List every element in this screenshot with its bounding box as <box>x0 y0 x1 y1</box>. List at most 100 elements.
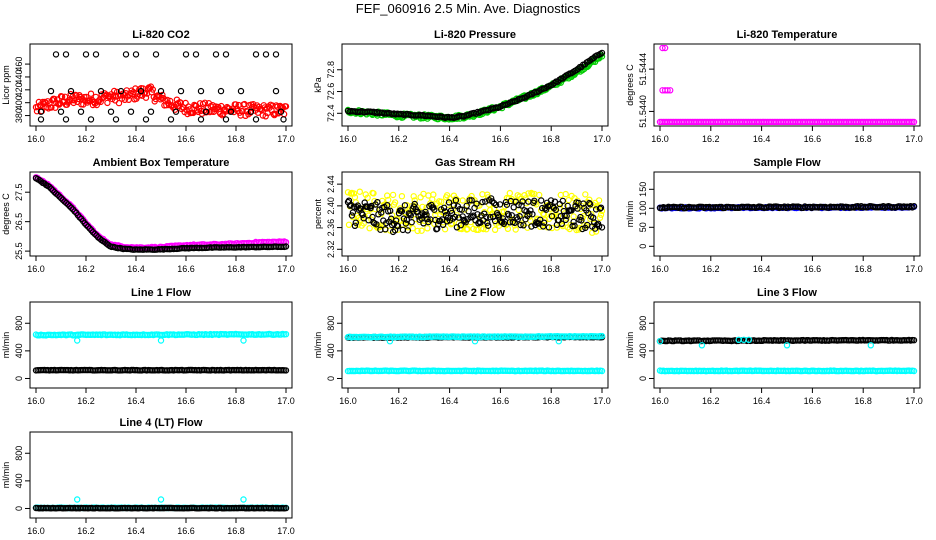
x-tick-label-line4: 16.4 <box>127 526 145 536</box>
x-tick-label-ambient: 16.6 <box>177 264 195 274</box>
data-point <box>222 116 230 123</box>
x-tick-label-line3: 16.6 <box>804 396 822 406</box>
points-line2 <box>344 332 606 375</box>
y-tick-label-pressure: 72.4 <box>326 105 336 123</box>
data-point <box>491 217 499 225</box>
data-point <box>115 99 123 107</box>
data-point <box>362 191 369 198</box>
data-point <box>137 87 145 95</box>
data-point <box>515 201 522 209</box>
data-point <box>417 212 424 219</box>
data-point <box>656 338 664 345</box>
y-tick-label-line4: 400 <box>14 473 24 488</box>
data-point <box>578 217 585 224</box>
x-tick-label-ambient: 17.0 <box>277 264 295 274</box>
x-tick-label-line1: 16.6 <box>177 396 195 406</box>
data-point <box>577 213 584 221</box>
chart-title-temperature: Li-820 Temperature <box>737 29 838 41</box>
data-point <box>473 200 480 207</box>
data-point <box>56 193 63 200</box>
data-point <box>167 116 175 123</box>
x-tick-label-line2: 16.0 <box>339 396 357 406</box>
data-point <box>142 116 150 123</box>
series-line2-cyan-main <box>344 332 606 341</box>
data-point <box>455 214 462 221</box>
y-tick-label-temperature: 51.5440 <box>638 95 648 128</box>
series-rh-black <box>344 195 606 236</box>
chart-title-co2: Li-820 CO2 <box>132 29 189 41</box>
data-point <box>192 51 200 58</box>
data-point <box>459 197 466 204</box>
x-tick-label-pressure: 16.0 <box>339 134 357 144</box>
series-temp-magenta-high <box>659 45 669 52</box>
data-point <box>370 190 377 197</box>
plot-frame-line2 <box>341 301 609 389</box>
data-point <box>91 230 98 237</box>
data-point <box>66 202 73 210</box>
data-point <box>439 221 447 228</box>
data-point <box>910 202 918 210</box>
y-tick-label-co2: 460 <box>14 57 24 72</box>
data-point <box>451 213 459 221</box>
data-point <box>81 219 88 227</box>
data-point <box>464 225 471 233</box>
data-point <box>87 116 95 123</box>
data-point <box>479 198 486 206</box>
data-point <box>540 219 548 226</box>
data-point <box>598 367 606 375</box>
y-tick-label-pressure: 72.8 <box>326 61 336 79</box>
x-tick-label-sample: 16.2 <box>702 264 720 274</box>
series-ambient-black <box>32 174 290 253</box>
x-tick-label-line1: 17.0 <box>277 396 295 406</box>
x-tick-label-line2: 16.4 <box>441 396 459 406</box>
data-point <box>237 87 245 95</box>
panel-temperature: Li-820 Temperature degrees C 16.0 16.2 16.4 1… <box>625 29 923 144</box>
data-point <box>539 204 546 212</box>
y-tick-label-line2: 0 <box>326 376 336 381</box>
x-tick-label-temperature: 16.4 <box>753 134 771 144</box>
data-point <box>595 197 603 204</box>
data-point <box>487 213 494 221</box>
panel-sample: Sample Flow ml/min 16.0 16.2 16.4 16.6 16.8 17.… <box>625 157 923 274</box>
y-axis-label-co2: Licor ppm <box>1 65 11 105</box>
x-tick-label-temperature: 16.6 <box>804 134 822 144</box>
data-point <box>492 201 500 209</box>
x-tick-label-rh: 16.4 <box>441 264 459 274</box>
data-point <box>83 221 90 229</box>
data-point <box>592 228 600 235</box>
data-point <box>488 195 495 202</box>
points-rh <box>344 188 606 236</box>
data-point <box>448 209 456 217</box>
data-point <box>504 225 512 232</box>
x-tick-label-ambient: 16.2 <box>77 264 95 274</box>
series-line1-black <box>32 366 290 374</box>
data-point <box>474 211 481 218</box>
x-tick-label-ambient: 16.0 <box>27 264 45 274</box>
x-tick-label-line4: 16.8 <box>227 526 245 536</box>
plot-frame-sample <box>653 171 921 257</box>
data-point <box>61 93 69 101</box>
data-point <box>62 199 70 207</box>
data-point <box>127 108 135 115</box>
data-point <box>457 221 464 229</box>
data-point <box>132 85 139 92</box>
data-point <box>67 87 75 95</box>
data-point <box>580 200 587 207</box>
x-tick-label-line4: 16.6 <box>177 526 195 536</box>
data-point <box>82 51 90 58</box>
data-point <box>545 224 553 231</box>
data-point <box>910 118 918 125</box>
y-tick-label-ambient: 27.5 <box>14 183 24 201</box>
y-tick-label-line4: 800 <box>14 446 24 461</box>
data-point <box>107 108 115 115</box>
x-tick-label-rh: 16.8 <box>542 264 560 274</box>
data-point <box>365 216 372 224</box>
chart-title-line4: Line 4 (LT) Flow <box>120 417 203 429</box>
data-point <box>122 51 130 58</box>
data-point <box>182 51 190 58</box>
data-point <box>157 87 165 95</box>
x-tick-label-rh: 16.0 <box>339 264 357 274</box>
y-tick-label-line2: 400 <box>326 343 336 358</box>
panel-line2: Line 2 Flow ml/min 16.0 16.2 16.4 16.6 16.8 17.… <box>313 287 611 406</box>
x-tick-label-sample: 16.6 <box>804 264 822 274</box>
